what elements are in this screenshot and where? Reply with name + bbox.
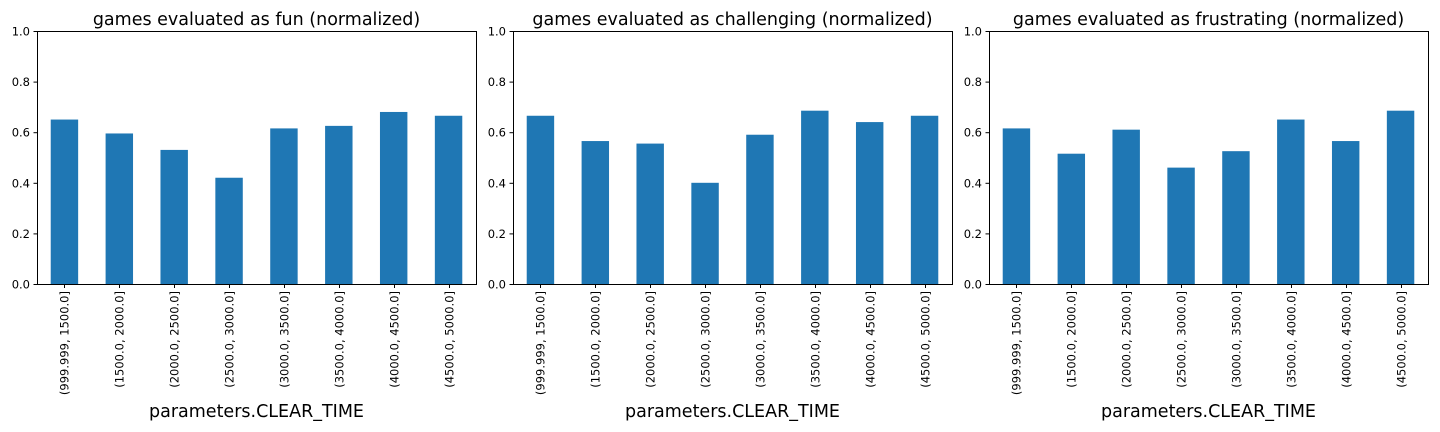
- y-tick-label: 0.4: [488, 176, 506, 190]
- x-tick-label: (1500.0, 2000.0]: [589, 291, 603, 388]
- bar: [1057, 153, 1086, 284]
- bar: [855, 122, 884, 284]
- y-tick-label: 0.4: [964, 176, 982, 190]
- bar: [434, 115, 463, 284]
- bar: [910, 115, 939, 284]
- y-tick-label: 0.6: [488, 126, 506, 140]
- x-tick-label: (2000.0, 2500.0]: [644, 291, 658, 388]
- bar: [1167, 167, 1195, 284]
- bar: [270, 128, 298, 284]
- y-tick-label: 1.0: [12, 25, 30, 39]
- x-tick-label: (3000.0, 3500.0]: [278, 291, 292, 388]
- chart-panel-2: games evaluated as challenging (normaliz…: [488, 10, 953, 422]
- x-tick-label: (3000.0, 3500.0]: [754, 291, 768, 388]
- y-tick-label: 0.8: [12, 75, 30, 89]
- x-tick-label: (2500.0, 3000.0]: [1175, 291, 1189, 388]
- x-tick-label: (2000.0, 2500.0]: [168, 291, 182, 388]
- x-tick-label: (4000.0, 4500.0]: [864, 291, 878, 388]
- axes-frame: [989, 31, 1429, 285]
- bar: [1002, 128, 1031, 284]
- x-tick-label: (999.999, 1500.0]: [1010, 291, 1024, 395]
- y-tick-label: 0.2: [488, 227, 506, 241]
- bar: [526, 115, 555, 284]
- x-tick-label: (3500.0, 4000.0]: [1285, 291, 1299, 388]
- y-tick-label: 1.0: [964, 25, 982, 39]
- chart-title: games evaluated as challenging (normaliz…: [532, 10, 932, 30]
- x-axis-label: parameters.CLEAR_TIME: [1101, 402, 1316, 422]
- x-tick-label: (3000.0, 3500.0]: [1230, 291, 1244, 388]
- x-tick-label: (999.999, 1500.0]: [534, 291, 548, 395]
- x-axis-label: parameters.CLEAR_TIME: [625, 402, 840, 422]
- chart-title: games evaluated as frustrating (normaliz…: [1013, 10, 1404, 30]
- bar: [325, 125, 353, 284]
- y-tick-label: 0.6: [12, 126, 30, 140]
- bar: [801, 110, 829, 284]
- y-tick-label: 0.2: [12, 227, 30, 241]
- x-tick-label: (4500.0, 5000.0]: [919, 291, 933, 388]
- bar: [1112, 129, 1140, 284]
- bar: [1277, 119, 1305, 284]
- x-tick-label: (1500.0, 2000.0]: [1065, 291, 1079, 388]
- y-tick-label: 0.0: [964, 278, 982, 292]
- x-tick-label: (999.999, 1500.0]: [58, 291, 72, 395]
- axes-frame: [37, 31, 477, 285]
- bar: [379, 111, 408, 285]
- y-tick-label: 0.0: [12, 278, 30, 292]
- bar: [105, 133, 134, 284]
- x-tick-label: (2500.0, 3000.0]: [223, 291, 237, 388]
- x-axis-label: parameters.CLEAR_TIME: [149, 402, 364, 422]
- x-tick-label: (1500.0, 2000.0]: [113, 291, 127, 388]
- y-tick-label: 1.0: [488, 25, 506, 39]
- bar: [691, 182, 719, 284]
- bar: [1331, 141, 1360, 284]
- y-tick-label: 0.8: [488, 75, 506, 89]
- y-tick-label: 0.0: [488, 278, 506, 292]
- y-tick-label: 0.4: [12, 176, 30, 190]
- axes-frame: [513, 31, 953, 285]
- x-tick-label: (4500.0, 5000.0]: [443, 291, 457, 388]
- y-tick-label: 0.6: [964, 126, 982, 140]
- chart-panel-3: games evaluated as frustrating (normaliz…: [964, 10, 1429, 422]
- bar: [1222, 151, 1250, 284]
- x-tick-label: (4000.0, 4500.0]: [388, 291, 402, 388]
- y-tick-label: 0.2: [964, 227, 982, 241]
- x-tick-label: (2500.0, 3000.0]: [699, 291, 713, 388]
- x-tick-label: (4500.0, 5000.0]: [1395, 291, 1409, 388]
- chart-title: games evaluated as fun (normalized): [93, 10, 420, 30]
- x-tick-label: (2000.0, 2500.0]: [1120, 291, 1134, 388]
- x-tick-label: (3500.0, 4000.0]: [809, 291, 823, 388]
- y-tick-label: 0.8: [964, 75, 982, 89]
- bar: [160, 149, 188, 284]
- bar: [215, 177, 243, 284]
- bar: [1386, 110, 1415, 284]
- chart-panel-1: games evaluated as fun (normalized) 0.0 0.…: [12, 10, 477, 422]
- bar: [581, 141, 610, 284]
- x-tick-label: (3500.0, 4000.0]: [333, 291, 347, 388]
- bar: [636, 143, 664, 284]
- bar: [746, 134, 774, 284]
- bar: [50, 119, 79, 284]
- x-tick-label: (4000.0, 4500.0]: [1340, 291, 1354, 388]
